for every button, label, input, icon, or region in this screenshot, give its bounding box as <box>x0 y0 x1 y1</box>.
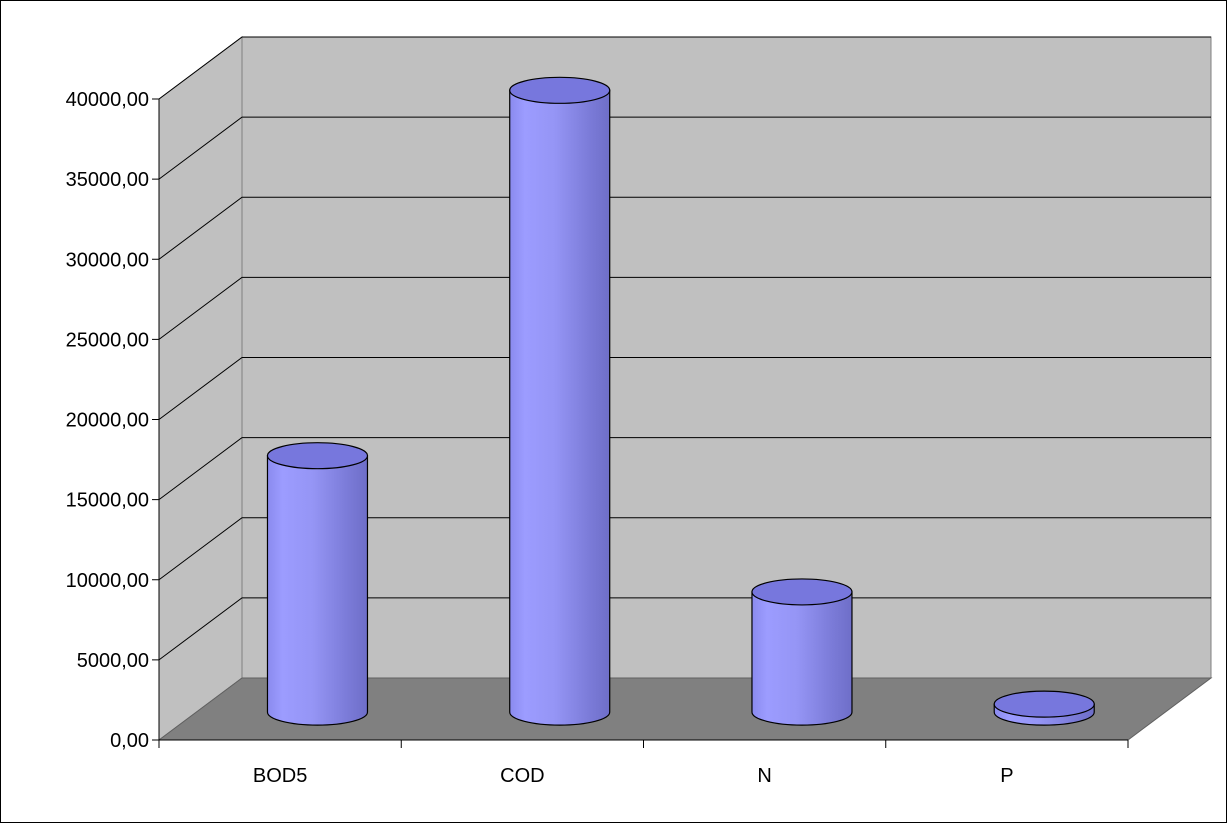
bars <box>266 76 1095 726</box>
bar-body <box>509 89 611 726</box>
x-tick-label: N <box>757 765 771 787</box>
bar <box>509 76 611 726</box>
gridline <box>158 196 1211 260</box>
y-tick-label: 0,00 <box>110 730 149 752</box>
x-tick-label: BOD5 <box>253 765 307 787</box>
bar-body <box>751 591 853 726</box>
gridline <box>158 116 1211 180</box>
bar-top <box>266 442 369 470</box>
gridlines <box>158 36 1211 661</box>
y-tick-label: 5000,00 <box>77 650 149 672</box>
x-tick-label: COD <box>500 765 544 787</box>
gridline <box>158 437 1211 501</box>
y-tick-label: 30000,00 <box>66 249 149 271</box>
gridline <box>158 517 1211 581</box>
bar <box>751 578 853 726</box>
y-tick-label: 20000,00 <box>66 410 149 432</box>
bar <box>266 442 369 726</box>
y-tick-label: 25000,00 <box>66 329 149 351</box>
bar-body <box>266 455 369 726</box>
gridline <box>158 357 1211 420</box>
gridline <box>158 276 1211 340</box>
bar-top <box>751 578 853 606</box>
y-tick-label: 10000,00 <box>66 570 149 592</box>
gridline <box>158 597 1211 661</box>
gridline <box>158 36 1211 100</box>
y-tick-label: 35000,00 <box>66 169 149 191</box>
y-axis: 0,00 5000,00 10000,00 15000,00 20000,00 25000… <box>66 89 160 752</box>
x-tick-label: P <box>1000 765 1013 787</box>
bar-top <box>993 690 1095 718</box>
bar <box>993 690 1095 726</box>
bar-top <box>509 76 611 104</box>
y-tick-label: 15000,00 <box>66 490 149 512</box>
x-axis: BOD5 COD N P <box>158 739 1129 787</box>
y-tick-label: 40000,00 <box>66 89 149 111</box>
